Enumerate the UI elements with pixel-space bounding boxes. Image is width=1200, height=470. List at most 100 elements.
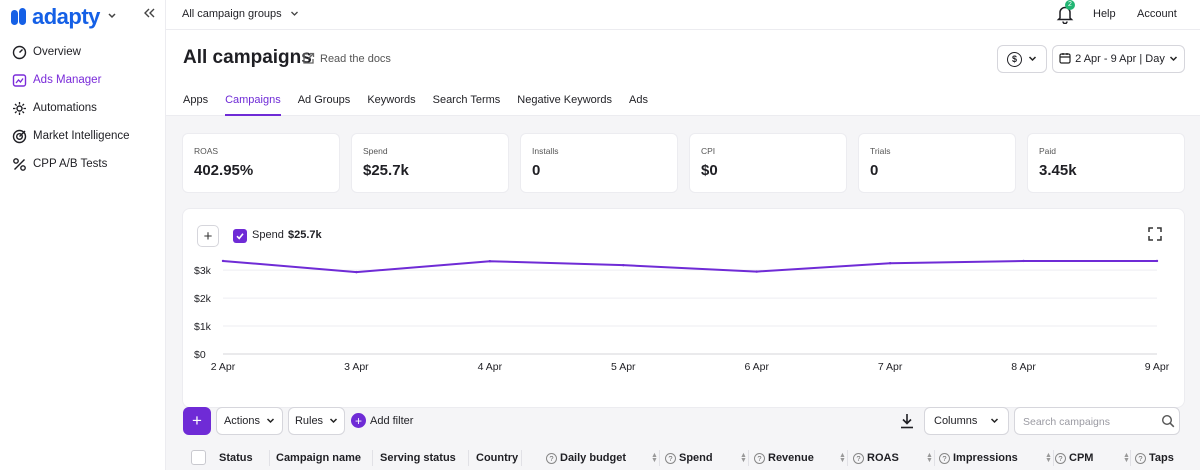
collapse-sidebar-icon[interactable] xyxy=(142,6,158,24)
tab-negative-keywords[interactable]: Negative Keywords xyxy=(517,94,613,106)
download-icon[interactable] xyxy=(900,413,914,429)
x-tick-label: 2 Apr xyxy=(211,361,236,373)
sidebar-item-market-intelligence[interactable]: Market Intelligence xyxy=(0,122,166,150)
column-header-serving-status[interactable]: Serving status xyxy=(380,452,456,464)
add-metric-button[interactable]: + xyxy=(197,225,219,247)
column-header-revenue[interactable]: ? Revenue xyxy=(754,452,814,464)
metric-value: $25.7k xyxy=(363,162,409,179)
check-icon xyxy=(236,233,244,240)
sort-icon[interactable]: ▲ ▼ xyxy=(740,452,747,464)
search-icon[interactable] xyxy=(1161,414,1175,428)
column-header-campaign-name[interactable]: Campaign name xyxy=(276,452,361,464)
search-input[interactable] xyxy=(1023,414,1153,430)
chevron-down-icon xyxy=(329,415,338,427)
rules-dropdown[interactable]: Rules xyxy=(288,407,345,435)
page-header: All campaigns Read the docs $ 2 Apr - 9 … xyxy=(166,30,1200,116)
adapty-logo-icon xyxy=(10,7,28,27)
metric-value: $0 xyxy=(701,162,718,179)
column-header-taps[interactable]: ? Taps xyxy=(1135,452,1174,464)
metric-card-trials[interactable]: Trials 0 xyxy=(858,133,1016,193)
metric-card-cpi[interactable]: CPI $0 xyxy=(689,133,847,193)
currency-select[interactable]: $ xyxy=(997,45,1047,73)
date-range-select[interactable]: 2 Apr - 9 Apr | Day xyxy=(1052,45,1185,73)
help-icon: ? xyxy=(1135,452,1146,464)
metric-card-installs[interactable]: Installs 0 xyxy=(520,133,678,193)
column-divider[interactable] xyxy=(934,450,935,466)
tab-campaigns[interactable]: Campaigns xyxy=(225,94,281,116)
columns-dropdown[interactable]: Columns xyxy=(924,407,1009,435)
metric-card-roas[interactable]: ROAS 402.95% xyxy=(182,133,340,193)
sidebar-item-label: CPP A/B Tests xyxy=(33,158,108,170)
tab-ads[interactable]: Ads xyxy=(629,94,649,106)
column-label: Country xyxy=(476,452,519,464)
chevron-down-icon xyxy=(990,415,999,427)
column-label: Revenue xyxy=(768,452,814,464)
column-header-spend[interactable]: ? Spend xyxy=(665,452,713,464)
x-tick-label: 8 Apr xyxy=(1011,361,1036,373)
column-divider[interactable] xyxy=(269,450,270,466)
date-range-label: 2 Apr - 9 Apr | Day xyxy=(1075,53,1165,65)
column-label: CPM xyxy=(1069,452,1094,464)
column-label: Spend xyxy=(679,452,713,464)
tab-ad-groups[interactable]: Ad Groups xyxy=(297,94,351,106)
read-docs-link[interactable]: Read the docs xyxy=(320,53,391,65)
sort-icon[interactable]: ▲ ▼ xyxy=(839,452,846,464)
sidebar-item-overview[interactable]: Overview xyxy=(0,38,166,66)
column-header-roas[interactable]: ? ROAS xyxy=(853,452,899,464)
metric-value: 0 xyxy=(532,162,541,179)
column-divider[interactable] xyxy=(847,450,848,466)
table-header: Status Campaign name Serving status Coun… xyxy=(166,444,1200,470)
data-point xyxy=(755,270,758,273)
sidebar-item-ads-manager[interactable]: Ads Manager xyxy=(0,66,166,94)
data-point xyxy=(221,259,225,263)
column-header-status[interactable]: Status xyxy=(219,452,253,464)
notifications-button[interactable]: 2 xyxy=(1056,0,1076,25)
sidebar-item-automations[interactable]: Automations xyxy=(0,94,166,122)
tab-apps[interactable]: Apps xyxy=(183,94,209,106)
metric-label: ROAS xyxy=(194,146,219,156)
sort-icon[interactable]: ▲ ▼ xyxy=(926,452,933,464)
select-all-checkbox[interactable] xyxy=(191,450,206,465)
column-divider[interactable] xyxy=(659,450,660,466)
metric-card-spend[interactable]: Spend $25.7k xyxy=(351,133,509,193)
column-divider[interactable] xyxy=(468,450,469,466)
column-header-cpm[interactable]: ? CPM xyxy=(1055,452,1093,464)
tab-keywords[interactable]: Keywords xyxy=(367,94,416,106)
column-header-country[interactable]: Country xyxy=(476,452,518,464)
add-campaign-button[interactable]: + xyxy=(183,407,211,435)
column-divider[interactable] xyxy=(1130,450,1131,466)
sidebar-nav: Overview Ads Manager Automations Market … xyxy=(0,38,166,178)
series-checkbox[interactable] xyxy=(233,229,247,243)
sort-icon[interactable]: ▲ ▼ xyxy=(1045,452,1052,464)
rules-label: Rules xyxy=(294,415,324,427)
add-filter-label: Add filter xyxy=(370,414,414,427)
column-label: Status xyxy=(219,452,253,464)
chevron-down-icon xyxy=(1169,55,1178,64)
sort-icon[interactable]: ▲ ▼ xyxy=(1123,452,1130,464)
column-label: ROAS xyxy=(867,452,899,464)
add-filter-button[interactable]: + Add filter xyxy=(351,413,413,428)
sidebar-item-cpp-ab-tests[interactable]: CPP A/B Tests xyxy=(0,150,166,178)
metric-value: 0 xyxy=(870,162,879,179)
account-link[interactable]: Account xyxy=(1137,8,1177,20)
logo-text: adapty xyxy=(32,4,100,29)
column-divider[interactable] xyxy=(1053,450,1054,466)
column-divider[interactable] xyxy=(372,450,373,466)
column-header-daily-budget[interactable]: ? Daily budget xyxy=(546,452,626,464)
column-divider[interactable] xyxy=(748,450,749,466)
column-header-impressions[interactable]: ? Impressions xyxy=(939,452,1018,464)
chevron-down-icon xyxy=(266,415,275,427)
actions-dropdown[interactable]: Actions xyxy=(216,407,283,435)
sort-icon[interactable]: ▲ ▼ xyxy=(651,452,658,464)
metric-card-paid[interactable]: Paid 3.45k xyxy=(1027,133,1185,193)
campaign-group-select[interactable]: All campaign groups xyxy=(182,8,299,20)
series-name: Spend xyxy=(252,229,284,241)
tab-search-terms[interactable]: Search Terms xyxy=(432,94,501,106)
app-switcher[interactable]: adapty xyxy=(10,4,166,30)
external-link-icon[interactable] xyxy=(302,52,315,65)
metric-label: Paid xyxy=(1039,146,1057,156)
column-divider[interactable] xyxy=(521,450,522,466)
spend-line-chart: $0 $1k $2k $3k 2 Apr 3 Apr 4 Apr 5 Apr 6 Apr 7 Ap… xyxy=(194,259,1170,373)
fullscreen-icon[interactable] xyxy=(1148,227,1162,241)
help-link[interactable]: Help xyxy=(1093,8,1116,20)
